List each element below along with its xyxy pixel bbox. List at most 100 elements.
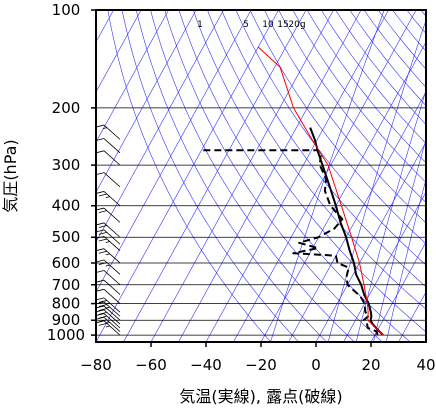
wind-barb	[95, 313, 121, 329]
wind-barb-staff	[103, 172, 121, 188]
mixing-ratio-label: 10	[262, 20, 274, 30]
wind-barb-flag	[98, 319, 107, 323]
wind-barb-flag	[98, 322, 107, 326]
dry-adiabat-line	[164, 10, 383, 342]
x-tick-label: −40	[190, 356, 222, 374]
y-tick-label: 800	[52, 295, 81, 313]
wind-barb-staff	[103, 289, 121, 304]
y-tick-label: 100	[52, 1, 81, 19]
y-tick-label: 300	[52, 156, 81, 174]
wind-barb-flag	[98, 232, 107, 235]
isotherm-line	[96, 10, 252, 293]
isotherm-line	[233, 10, 417, 342]
wind-barb	[95, 259, 121, 275]
isotherm-line	[96, 10, 279, 342]
wind-barb-flag	[95, 138, 105, 141]
wind-barb-flag	[95, 279, 105, 283]
isotherm-line	[123, 10, 307, 342]
wind-barb-flag	[95, 309, 105, 313]
wind-barb	[95, 229, 121, 245]
wind-barb	[95, 288, 121, 304]
dry-adiabat-line	[107, 10, 272, 342]
wind-barb-flag	[98, 262, 107, 265]
mixing-ratio-label: 20g	[288, 20, 305, 30]
mixing-ratio-label: 5	[243, 20, 249, 30]
dry-adiabat-line	[292, 10, 426, 183]
y-axis-title: 気圧(hPa)	[1, 139, 20, 212]
mixing-ratio-labels: 1 5 10 15 20g	[197, 20, 305, 30]
dry-adiabat-line	[264, 10, 426, 224]
wind-barb-half-flag	[105, 241, 110, 243]
mixing-ratio-line	[373, 138, 426, 342]
wind-barb-flag	[95, 297, 105, 301]
dewpoint-line	[201, 149, 379, 336]
y-tick-label: 900	[52, 311, 81, 329]
wind-barb-half-flag	[105, 196, 110, 198]
wind-barb	[95, 248, 121, 264]
isotherm-line	[260, 41, 426, 342]
wind-barb-flag	[98, 250, 107, 254]
temperature-line	[309, 127, 384, 336]
isotherm-line	[96, 10, 142, 93]
wind-barb-half-flag	[105, 264, 110, 267]
wind-barb-flag	[95, 172, 105, 175]
dry-adiabat-line	[249, 10, 426, 245]
x-tick-label: −80	[80, 356, 112, 374]
dry-adiabat-line	[135, 10, 327, 342]
x-tick-label: 40	[416, 356, 435, 374]
dry-adiabat-line	[150, 10, 355, 342]
thermo-background-lines	[96, 10, 426, 342]
y-tick-label: 200	[52, 99, 81, 117]
isotherm-line	[315, 141, 426, 342]
isotherm-line	[343, 191, 426, 342]
wind-barb	[95, 150, 121, 166]
wind-barb	[95, 270, 121, 286]
wind-barb-flag	[95, 207, 105, 211]
wind-barb-half-flag	[105, 253, 110, 256]
y-tick-label: 500	[52, 228, 81, 246]
wind-barb-staff	[103, 279, 121, 295]
wind-barb	[95, 297, 121, 313]
wind-barb-flag	[95, 248, 105, 252]
wind-barb-flag	[98, 238, 107, 242]
wind-barb	[95, 207, 121, 223]
mixing-ratio-label: 1	[197, 20, 203, 30]
wind-barb-flag	[98, 308, 107, 311]
wind-barb-flag	[95, 124, 105, 128]
wind-barbs	[95, 124, 121, 336]
x-axis-title: 気温(実線), 露点(破線)	[179, 387, 342, 406]
wind-barb-staff	[103, 270, 121, 286]
wind-barb-flag	[95, 288, 105, 292]
x-tick-label: 20	[361, 356, 380, 374]
wind-barb	[95, 305, 121, 321]
wind-barb-flag	[95, 229, 105, 233]
mixing-ratio-line	[270, 10, 385, 342]
wind-barb-flag	[95, 313, 105, 316]
wind-barb	[95, 309, 121, 325]
wind-barb-flag	[98, 193, 107, 197]
dry-adiabat-line	[178, 10, 411, 342]
wind-barb-flag	[95, 191, 105, 194]
wind-barb	[95, 124, 121, 140]
wind-barb	[95, 222, 121, 238]
wind-barb-half-flag	[102, 127, 107, 130]
y-tick-label: 600	[52, 254, 81, 272]
wind-barb	[95, 172, 121, 188]
isotherm-line	[178, 10, 362, 342]
dry-adiabat-line	[207, 10, 426, 310]
dry-adiabat-line	[192, 10, 426, 333]
y-tick-label: 400	[52, 197, 81, 215]
isotherm-line	[96, 10, 169, 143]
isotherm-line	[205, 10, 389, 342]
wind-barb-flag	[98, 210, 107, 214]
x-tick-label: −60	[135, 356, 167, 374]
y-tick-label: 1000	[47, 326, 85, 344]
wind-barb-flag	[95, 236, 105, 239]
wind-barb-half-flag	[105, 325, 110, 328]
mixing-ratio-line	[355, 89, 426, 342]
wind-barb-half-flag	[105, 306, 110, 309]
wind-barb-flag	[98, 311, 107, 315]
dry-adiabat-line	[221, 10, 426, 288]
